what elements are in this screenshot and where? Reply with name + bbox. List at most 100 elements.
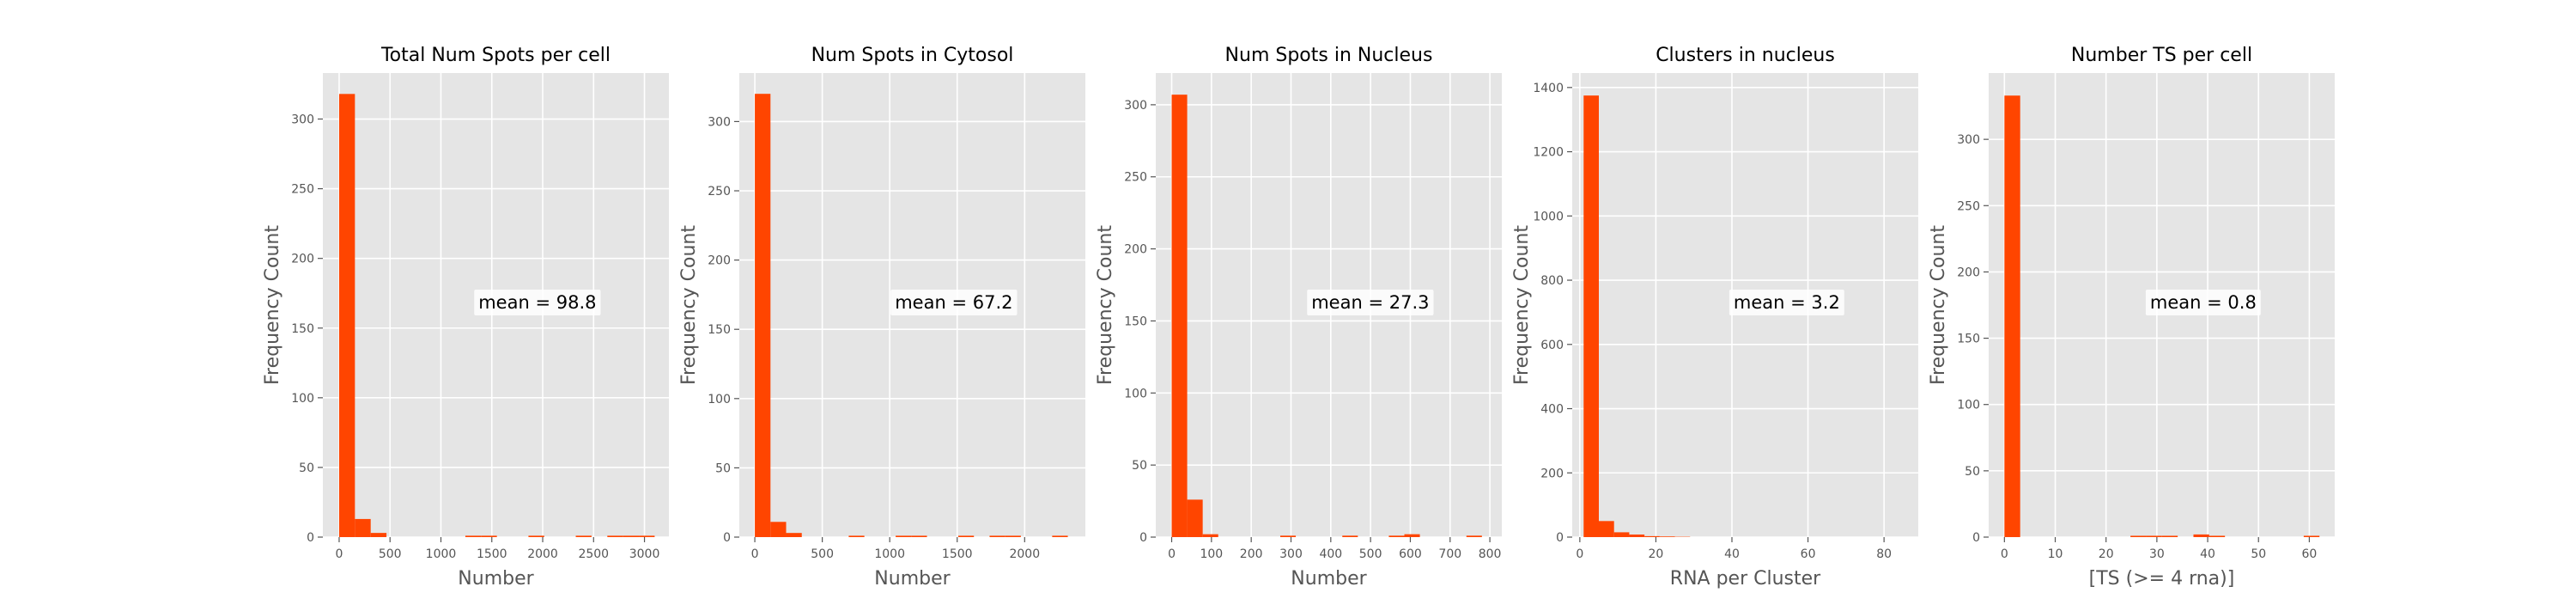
y-tick-label: 300 [1124,99,1147,113]
y-tick-label: 250 [1957,199,1980,213]
y-tick-label: 250 [291,183,314,197]
x-tick-label: 500 [379,547,402,561]
x-tick-label: 0 [1168,547,1176,561]
histogram-bar [1052,535,1067,537]
histogram-bar [989,535,1005,537]
histogram-bar [2162,535,2178,537]
y-tick-label: 100 [708,393,731,406]
y-tick-label: 100 [1957,399,1980,412]
y-tick-label: 250 [1124,171,1147,185]
histogram-bar [787,533,802,537]
histogram-bar [465,535,481,537]
x-tick-label: 20 [1649,547,1664,561]
histogram-bar [623,535,639,537]
x-axis-label: RNA per Cluster [1670,568,1821,590]
chart-title: Total Num Spots per cell [380,45,611,66]
y-tick-label: 150 [708,323,731,337]
y-axis-label: Frequency Count [1511,225,1533,385]
y-tick-label: 1400 [1533,82,1564,95]
x-tick-label: 2000 [527,547,558,561]
histogram-bar [2304,535,2319,537]
histogram-bar [528,535,544,537]
x-tick-label: 40 [2200,547,2215,561]
x-tick-label: 200 [1240,547,1263,561]
chart-title: Num Spots in Cytosol [811,45,1014,66]
mean-annotation: mean = 3.2 [1734,292,1840,313]
histogram-bar [355,519,370,537]
histogram-bar [2146,535,2161,537]
y-tick-label: 0 [1972,531,1980,545]
y-tick-label: 150 [291,322,314,336]
y-tick-label: 50 [299,461,314,475]
y-tick-label: 300 [1957,133,1980,147]
x-tick-label: 400 [1319,547,1342,561]
histogram-bar [1583,95,1599,537]
histogram-bar [2130,535,2146,537]
x-axis-label: [TS (>= 4 rna)] [2089,568,2235,590]
histogram-bar [1629,535,1644,537]
mean-annotation: mean = 67.2 [895,292,1012,313]
mean-annotation: mean = 0.8 [2150,292,2257,313]
x-tick-label: 800 [1479,547,1502,561]
y-tick-label: 0 [1556,531,1564,545]
histogram-bar [1280,535,1296,537]
y-tick-label: 200 [1124,243,1147,257]
histogram-bar [576,535,592,537]
x-tick-label: 1500 [942,547,973,561]
x-axis-label: Number [1291,568,1367,590]
y-tick-label: 300 [708,115,731,129]
x-tick-label: 1000 [874,547,905,561]
x-tick-label: 50 [2251,547,2266,561]
chart-title: Num Spots in Nucleus [1225,45,1433,66]
x-axis-label: Number [458,568,534,590]
y-tick-label: 50 [1132,459,1147,473]
y-tick-label: 200 [1540,467,1564,480]
histogram-bar [339,94,355,537]
x-axis-label: Number [874,568,951,590]
histogram-bar [1203,535,1218,537]
y-tick-label: 1200 [1533,146,1564,160]
histogram-bar [607,535,623,537]
histogram-bar [1342,535,1358,537]
histogram-bar [639,535,654,537]
histogram-bar [1005,535,1021,537]
x-tick-label: 0 [1576,547,1583,561]
y-tick-label: 250 [708,185,731,199]
histogram-bar [481,535,496,537]
x-tick-label: 500 [811,547,834,561]
histogram-bar [1660,536,1675,537]
y-tick-label: 100 [291,392,314,406]
y-tick-label: 600 [1540,339,1564,352]
histogram-bar [2004,95,2020,537]
histogram-bar [1644,536,1660,537]
y-tick-label: 0 [723,531,731,545]
x-tick-label: 2500 [578,547,609,561]
x-tick-label: 80 [1876,547,1892,561]
y-tick-label: 800 [1540,274,1564,288]
histogram-bar [755,94,770,537]
x-tick-label: 700 [1438,547,1461,561]
y-axis-label: Frequency Count [262,225,283,385]
x-tick-label: 100 [1200,547,1223,561]
x-tick-label: 600 [1399,547,1422,561]
histogram-bar [1188,499,1203,537]
x-tick-label: 3000 [629,547,660,561]
y-tick-label: 50 [715,461,731,475]
y-tick-label: 150 [1124,315,1147,328]
histogram-bar [1467,535,1482,537]
x-tick-label: 10 [2048,547,2063,561]
histogram-bar [2193,535,2208,537]
histogram-bar [1405,535,1420,537]
y-axis-label: Frequency Count [1928,225,1949,385]
x-tick-label: 500 [1359,547,1382,561]
y-tick-label: 200 [708,254,731,268]
x-tick-label: 40 [1724,547,1740,561]
x-tick-label: 0 [2001,547,2008,561]
y-tick-label: 100 [1124,387,1147,400]
x-tick-label: 300 [1279,547,1303,561]
